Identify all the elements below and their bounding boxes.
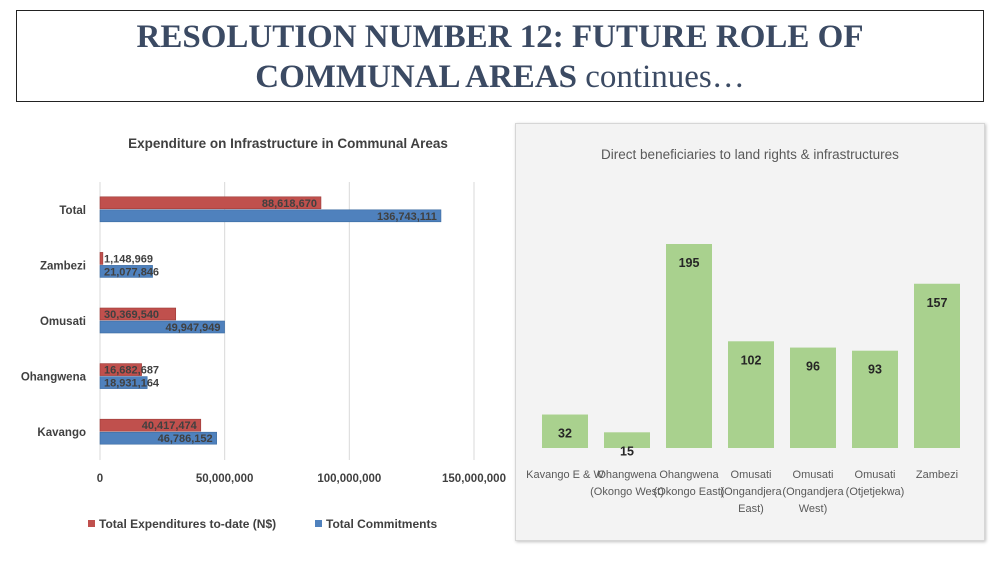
- data-label: 88,618,670: [262, 198, 317, 210]
- slide-title-suffix: continues…: [577, 59, 745, 95]
- data-label: 15: [620, 444, 634, 458]
- beneficiaries-chart-panel: Direct beneficiaries to land rights & in…: [515, 123, 985, 541]
- category-label: Omusati: [793, 469, 834, 481]
- category-label: Ohangwena: [597, 469, 657, 481]
- category-label: (Otjetjekwa): [846, 486, 905, 498]
- data-label: 102: [741, 353, 762, 367]
- legend-label: Total Expenditures to-date (N$): [99, 517, 276, 531]
- bar: [914, 283, 960, 448]
- legend-swatch: [315, 520, 322, 527]
- data-label: 1,148,969: [104, 253, 153, 265]
- beneficiaries-bar-chart: Direct beneficiaries to land rights & in…: [526, 147, 960, 515]
- bar: [99, 307, 177, 321]
- category-label: Zambezi: [916, 469, 958, 481]
- x-tick-label: 150,000,000: [442, 473, 506, 485]
- legend-swatch: [88, 520, 95, 527]
- bar: [99, 320, 225, 334]
- bar: [99, 252, 104, 265]
- bar: [99, 209, 442, 223]
- data-label: 49,947,949: [165, 322, 220, 334]
- bar: [666, 244, 712, 448]
- legend-label: Total Commitments: [326, 517, 437, 531]
- category-label: Omusati: [855, 469, 896, 481]
- category-label: Omusati: [40, 316, 86, 328]
- category-label: (Okongo East): [654, 486, 725, 498]
- data-label: 18,931,164: [104, 378, 160, 390]
- slide-title: RESOLUTION NUMBER 12: FUTURE ROLE OF COM…: [16, 10, 984, 102]
- category-label: East): [738, 503, 764, 515]
- bar: [852, 350, 898, 448]
- category-label: Omusati: [731, 469, 772, 481]
- x-tick-label: 0: [97, 473, 103, 485]
- bar: [99, 363, 142, 376]
- data-label: 136,743,111: [377, 211, 437, 223]
- category-label: Zambezi: [40, 260, 86, 272]
- category-label: Total: [59, 205, 86, 217]
- bar: [99, 265, 153, 278]
- category-label: (Okongo West): [590, 486, 664, 498]
- data-label: 21,077,846: [104, 266, 159, 278]
- data-label: 96: [806, 360, 820, 374]
- category-label: Kavango: [37, 427, 86, 439]
- bar: [728, 341, 774, 448]
- bar: [790, 347, 836, 448]
- data-label: 16,682,687: [104, 365, 159, 377]
- category-label: (Ongandjera: [782, 486, 844, 498]
- category-label: (Ongandjera: [720, 486, 782, 498]
- bar: [99, 376, 148, 389]
- bar: [99, 418, 202, 432]
- data-label: 30,369,540: [104, 309, 159, 321]
- data-label: 40,417,474: [142, 420, 198, 432]
- x-tick-label: 100,000,000: [317, 473, 381, 485]
- bar: [542, 414, 588, 448]
- data-label: 32: [558, 427, 572, 441]
- bar: [604, 432, 650, 448]
- x-tick-label: 50,000,000: [196, 473, 254, 485]
- slide-title-line2: COMMUNAL AREAS continues…: [17, 57, 983, 97]
- chart-title: Expenditure on Infrastructure in Communa…: [128, 136, 448, 151]
- data-label: 157: [927, 296, 948, 310]
- data-label: 195: [679, 256, 700, 270]
- slide-title-emphasis: COMMUNAL AREAS: [255, 59, 578, 95]
- category-label: Ohangwena: [21, 372, 87, 384]
- category-label: West): [799, 503, 828, 515]
- slide-title-line1: RESOLUTION NUMBER 12: FUTURE ROLE OF: [136, 19, 864, 55]
- expenditure-bar-chart: Expenditure on Infrastructure in Communa…: [21, 136, 506, 531]
- bar: [99, 431, 217, 445]
- data-label: 46,786,152: [158, 433, 213, 445]
- data-label: 93: [868, 363, 882, 377]
- category-label: Kavango E & W: [526, 469, 604, 481]
- chart-title: Direct beneficiaries to land rights & in…: [601, 147, 899, 162]
- category-label: Ohangwena: [659, 469, 719, 481]
- bar: [99, 196, 322, 210]
